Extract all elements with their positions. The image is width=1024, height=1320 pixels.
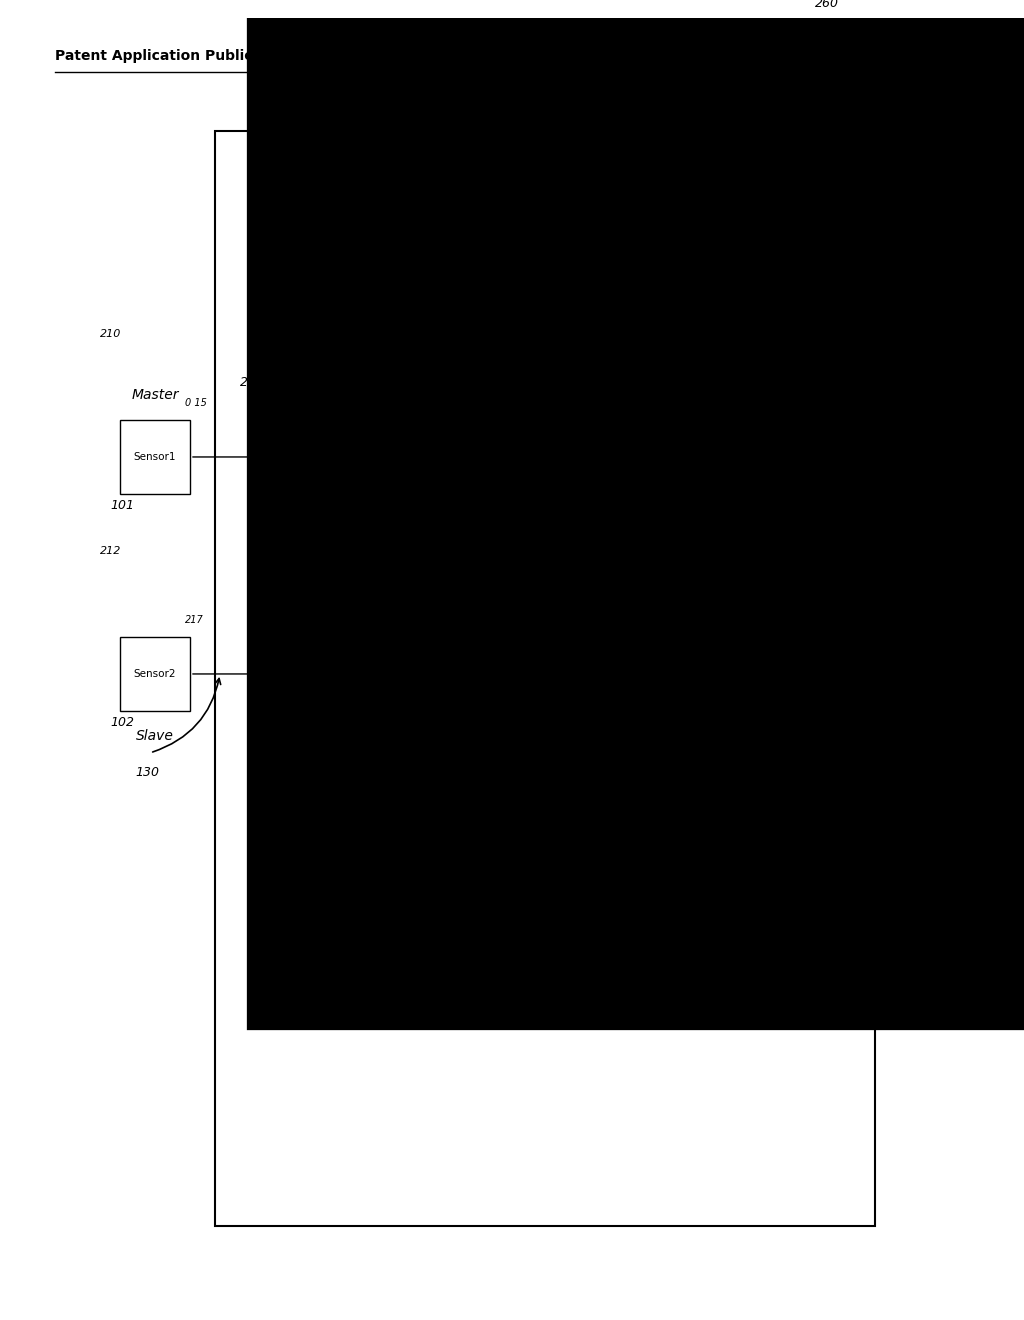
Bar bbox=[259, 627, 341, 721]
Text: 210: 210 bbox=[100, 329, 122, 339]
Text: 248: 248 bbox=[840, 529, 864, 543]
Text: 220: 220 bbox=[370, 371, 394, 384]
Text: Color
Compensated
Slave Channel: Color Compensated Slave Channel bbox=[878, 170, 942, 201]
Text: 232: 232 bbox=[450, 598, 474, 611]
Text: 265: 265 bbox=[835, 110, 859, 123]
Bar bbox=[516, 414, 594, 499]
Text: Color
Correction: Color Correction bbox=[610, 663, 666, 685]
Bar bbox=[120, 420, 190, 494]
Text: White
Balance: White Balance bbox=[456, 446, 497, 467]
Text: 101: 101 bbox=[110, 499, 134, 512]
Text: US 2013/0033585 A1: US 2013/0033585 A1 bbox=[807, 49, 970, 62]
Text: 102: 102 bbox=[110, 717, 134, 729]
Text: Master: Master bbox=[131, 388, 179, 403]
Bar bbox=[347, 624, 439, 723]
Text: 230: 230 bbox=[445, 371, 469, 384]
Text: Lens Shading
Correction: Lens Shading Correction bbox=[267, 663, 333, 685]
Bar bbox=[259, 411, 341, 504]
Bar bbox=[766, 627, 854, 721]
Text: 217: 217 bbox=[248, 594, 272, 606]
Text: 244: 244 bbox=[840, 589, 864, 602]
Text: Slave: Slave bbox=[136, 729, 174, 743]
Text: Lens Shading
Correction: Lens Shading Correction bbox=[267, 446, 333, 467]
Bar bbox=[677, 513, 759, 618]
Bar bbox=[597, 413, 679, 502]
Text: M, Mₐₙ
M, Mₛᵢ: M, Mₐₙ M, Mₛᵢ bbox=[701, 554, 734, 577]
Bar bbox=[705, 329, 792, 428]
Text: Tone/Gama
Correction: Tone/Gama Correction bbox=[781, 663, 840, 685]
Text: 242: 242 bbox=[625, 376, 649, 389]
Bar bbox=[438, 631, 513, 717]
Bar bbox=[865, 136, 955, 235]
Text: 238: 238 bbox=[695, 391, 719, 404]
Bar bbox=[597, 630, 679, 718]
Bar bbox=[215, 132, 874, 1226]
Text: 217: 217 bbox=[185, 615, 204, 624]
Text: Demosaic: Demosaic bbox=[529, 669, 581, 678]
Bar bbox=[120, 638, 190, 711]
Bar bbox=[766, 411, 854, 504]
Text: Feb. 7, 2013    Sheet 2 of 4: Feb. 7, 2013 Sheet 2 of 4 bbox=[407, 49, 617, 62]
Bar bbox=[705, 704, 792, 803]
Text: 246: 246 bbox=[690, 529, 714, 543]
Text: Color
Compensated
Master Channel: Color Compensated Master Channel bbox=[874, 57, 945, 87]
Bar bbox=[865, 22, 955, 121]
Text: 252: 252 bbox=[845, 598, 869, 611]
Text: Color
Correction: Color Correction bbox=[610, 446, 666, 467]
Text: White
Balance: White Balance bbox=[456, 663, 497, 685]
Text: 130: 130 bbox=[135, 766, 159, 779]
Text: 0 15: 0 15 bbox=[185, 397, 207, 408]
Text: 225: 225 bbox=[470, 598, 494, 611]
Text: 250: 250 bbox=[800, 381, 824, 395]
Text: 240: 240 bbox=[628, 742, 652, 755]
Text: 260: 260 bbox=[815, 0, 839, 9]
Text: Tone/Gama
Correction: Tone/Gama Correction bbox=[781, 446, 840, 467]
Text: Calibration
Image for Mₛᵢ: Calibration Image for Mₛᵢ bbox=[716, 742, 780, 764]
Bar bbox=[347, 408, 439, 507]
Text: 215: 215 bbox=[240, 376, 264, 389]
Text: Global Color
Ratio Statistics: Global Color Ratio Statistics bbox=[356, 446, 429, 467]
Text: 236: 236 bbox=[540, 737, 564, 750]
Text: Sensor2: Sensor2 bbox=[134, 669, 176, 678]
Text: 212: 212 bbox=[100, 545, 122, 556]
Text: Patent Application Publication: Patent Application Publication bbox=[55, 49, 293, 62]
Text: FIG. 2: FIG. 2 bbox=[932, 644, 988, 664]
Text: 234: 234 bbox=[535, 381, 559, 395]
Bar bbox=[516, 632, 594, 715]
Text: Calibration
Image for Mₘₙ: Calibration Image for Mₘₙ bbox=[714, 367, 782, 389]
Text: Sensor1: Sensor1 bbox=[134, 451, 176, 462]
Bar bbox=[438, 413, 513, 500]
Text: Global Color Ratio
Compensation: Global Color Ratio Compensation bbox=[349, 663, 437, 685]
Text: Demosaic: Demosaic bbox=[529, 451, 581, 462]
